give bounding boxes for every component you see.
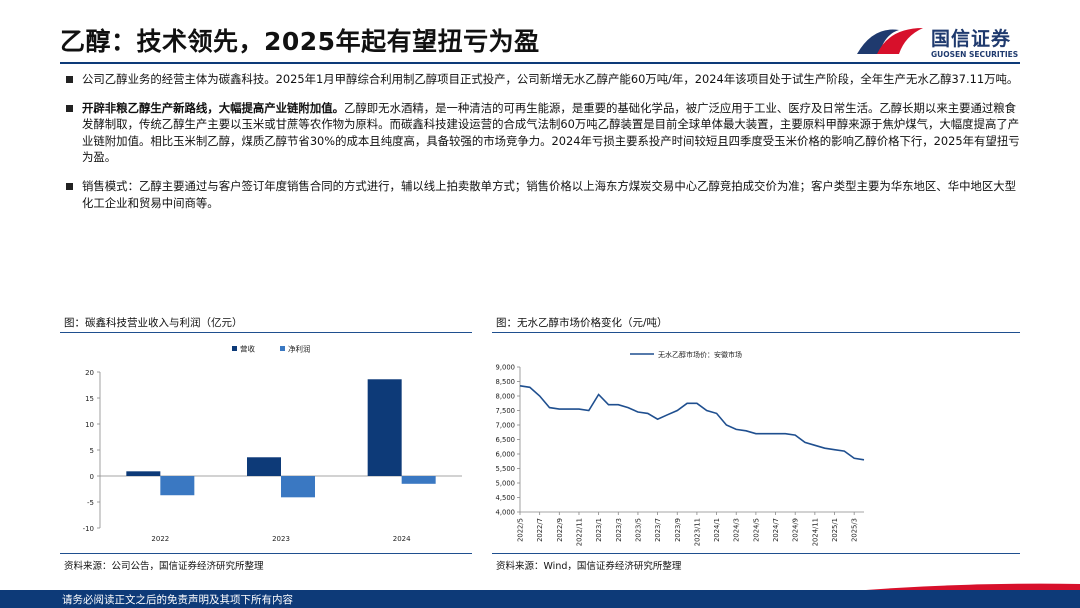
bullet-text: 乙醇即无水酒精，是一种清洁的可再生能源，是重要的基础化学品，被广泛应用于工业、医…: [82, 100, 1020, 165]
ethanol-price-chart: 无水乙醇市场价：安徽市场 4,000 4,500 5,000 5,500 6,000 6,5…: [496, 350, 865, 546]
legend-swatch: [280, 346, 285, 351]
figure-right-rule: [492, 332, 1020, 333]
y-tick-label: 7,000: [496, 422, 515, 430]
bullet-bold: 开辟非粮乙醇生产新路线，大幅提高产业链附加值。: [82, 100, 344, 115]
y-tick-label: -5: [87, 499, 94, 507]
revenue-bar: [247, 457, 281, 476]
x-tick-label: 2023/3: [615, 518, 623, 542]
legend-label: 无水乙醇市场价：安徽市场: [658, 350, 742, 359]
profit-bar: [281, 476, 315, 498]
y-tick-label: 7,500: [496, 407, 515, 415]
legend-label: 营收: [240, 344, 255, 354]
y-tick-label: -10: [83, 525, 94, 533]
x-tick-label: 2024/5: [752, 518, 760, 542]
y-tick-label: 5,500: [496, 465, 515, 473]
revenue-bar: [126, 471, 161, 476]
figure-left-source: 资料来源：公司公告，国信证券经济研究所整理: [64, 561, 264, 572]
x-tick-label: 2024/3: [733, 518, 741, 542]
x-tick-label: 2025/1: [831, 518, 839, 542]
legend-label: 净利润: [288, 344, 311, 354]
x-tick-label: 2024: [393, 535, 411, 543]
x-tick-label: 2023/9: [674, 518, 682, 542]
y-tick-label: 6,500: [496, 436, 515, 444]
x-tick-label: 2022: [151, 535, 169, 543]
footer-disclaimer: 请务必阅读正文之后的免责声明及其项下所有内容: [62, 594, 293, 606]
price-line: [519, 385, 865, 461]
title-rule: [60, 62, 1020, 64]
logo-en-text: GUOSEN SECURITIES: [931, 50, 1019, 59]
logo: 国信证券 GUOSEN SECURITIES: [855, 20, 1025, 62]
y-tick-label: 6,000: [496, 451, 515, 459]
y-tick-label: 0: [90, 473, 94, 481]
x-tick-label: 2024/1: [713, 518, 721, 542]
legend-swatch: [232, 346, 237, 351]
bullet-item: 销售模式：乙醇主要通过与客户签订年度销售合同的方式进行，辅以线上拍卖散单方式；销…: [66, 178, 1021, 211]
guosen-logo-icon: [857, 28, 923, 54]
y-tick-label: 20: [85, 369, 94, 377]
figure-left-bottom-rule: [60, 553, 472, 554]
revenue-bar: [367, 379, 402, 476]
x-tick-label: 2024/11: [811, 518, 819, 546]
logo-cn-text: 国信证券: [931, 28, 1012, 50]
y-tick-label: 5,000: [496, 480, 515, 488]
x-tick-label: 2024/9: [792, 518, 800, 542]
x-tick-label: 2025/3: [851, 518, 859, 542]
figure-right-title: 图：无水乙醇市场价格变化（元/吨）: [496, 317, 668, 329]
footer-accent: [840, 583, 1080, 592]
y-tick-label: 9,000: [496, 364, 515, 372]
page-title: 乙醇：技术领先，2025年起有望扭亏为盈: [60, 27, 540, 56]
profit-bar: [160, 476, 195, 496]
x-tick-label: 2023/7: [654, 518, 662, 542]
y-tick-label: 8,000: [496, 393, 515, 401]
x-tick-label: 2022/7: [536, 518, 544, 542]
x-tick-label: 2022/11: [575, 518, 583, 546]
y-tick-label: 10: [85, 421, 94, 429]
x-tick-label: 2023/5: [634, 518, 642, 542]
x-tick-label: 2022/5: [517, 518, 525, 542]
y-tick-label: 4,000: [496, 509, 515, 517]
x-tick-label: 2022/9: [556, 518, 564, 542]
y-tick-label: 5: [90, 447, 94, 455]
figure-left-title: 图：碳鑫科技营业收入与利润（亿元）: [64, 317, 243, 329]
x-tick-label: 2024/7: [772, 518, 780, 542]
bullet-text: 销售模式：乙醇主要通过与客户签订年度销售合同的方式进行，辅以线上拍卖散单方式；销…: [82, 178, 1017, 210]
x-tick-label: 2023/11: [693, 518, 701, 546]
figure-right-bottom-rule: [492, 553, 1020, 554]
figure-right-source: 资料来源：Wind，国信证券经济研究所整理: [496, 561, 682, 572]
x-tick-label: 2023/1: [595, 518, 603, 542]
bullet-text: 公司乙醇业务的经营主体为碳鑫科技。2025年1月甲醇综合利用制乙醇项目正式投产，…: [82, 72, 1019, 86]
bullet-item: 开辟非粮乙醇生产新路线，大幅提高产业链附加值。乙醇即无水酒精，是一种清洁的可再生…: [66, 100, 1021, 166]
y-tick-label: 4,500: [496, 494, 515, 502]
bullet-list: 公司乙醇业务的经营主体为碳鑫科技。2025年1月甲醇综合利用制乙醇项目正式投产，…: [66, 71, 1021, 223]
profit-bar: [401, 476, 436, 484]
bullet-item: 公司乙醇业务的经营主体为碳鑫科技。2025年1月甲醇综合利用制乙醇项目正式投产，…: [66, 71, 1021, 88]
footer-bar: 请务必阅读正文之后的免责声明及其项下所有内容: [0, 590, 1080, 608]
revenue-profit-chart: 营收 净利润 -10 -5 0 5 10 15 20 2022 2023 2024: [83, 344, 462, 543]
y-tick-label: 15: [85, 395, 94, 403]
x-tick-label: 2023: [272, 535, 290, 543]
figure-left-rule: [60, 332, 472, 333]
y-tick-label: 8,500: [496, 378, 515, 386]
